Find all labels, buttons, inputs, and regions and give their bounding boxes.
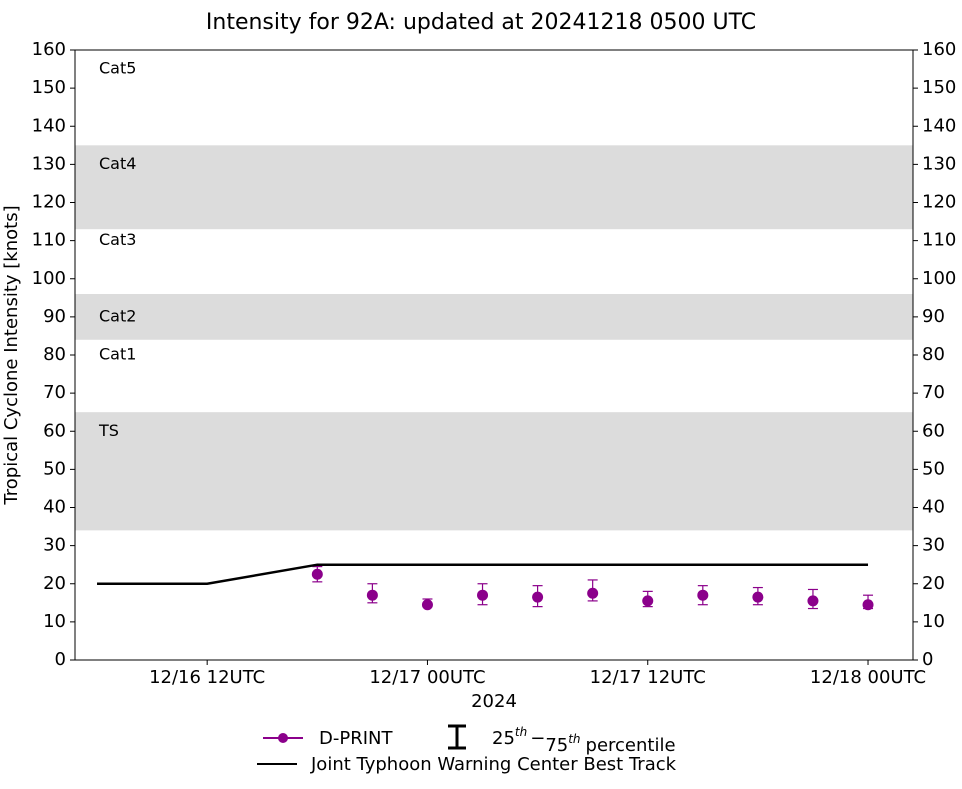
y2-tick-label: 30 bbox=[922, 535, 945, 556]
legend-label-part: 75 bbox=[545, 735, 568, 756]
data-point bbox=[532, 591, 544, 603]
y2-tick-label: 80 bbox=[922, 344, 945, 365]
category-label: Cat1 bbox=[99, 345, 136, 364]
y2-tick-label: 120 bbox=[922, 192, 956, 213]
category-band bbox=[75, 412, 913, 531]
y2-tick-label: 50 bbox=[922, 458, 945, 479]
legend-label-part: 25 bbox=[492, 728, 515, 749]
y2-tick-label: 130 bbox=[922, 153, 956, 174]
y-tick-label: 140 bbox=[32, 115, 66, 136]
data-point bbox=[311, 568, 323, 580]
y-tick-label: 20 bbox=[43, 573, 66, 594]
data-point bbox=[752, 591, 764, 603]
legend-label: D-PRINT bbox=[319, 728, 393, 749]
y2-tick-label: 160 bbox=[922, 39, 956, 60]
chart-title: Intensity for 92A: updated at 20241218 0… bbox=[206, 10, 756, 35]
legend-label: 25th −75th percentile bbox=[492, 725, 676, 757]
y-axis-label: Tropical Cyclone Intensity [knots] bbox=[1, 205, 22, 505]
category-label: Cat3 bbox=[99, 230, 136, 249]
y-tick-label: 0 bbox=[55, 649, 66, 670]
data-point bbox=[807, 595, 819, 607]
y-tick-label: 40 bbox=[43, 497, 66, 518]
best-track-line bbox=[97, 563, 869, 585]
data-point bbox=[421, 599, 433, 611]
y2-tick-label: 10 bbox=[922, 611, 945, 632]
y-tick-label: 150 bbox=[32, 77, 66, 98]
legend-swatch bbox=[278, 733, 288, 743]
y-tick-label: 10 bbox=[43, 611, 66, 632]
legend-label-part: th bbox=[515, 725, 527, 739]
y-tick-label: 160 bbox=[32, 39, 66, 60]
category-label: Cat5 bbox=[99, 59, 136, 78]
legend-label-part: th bbox=[568, 732, 580, 746]
x-tick-label: 12/17 12UTC bbox=[590, 667, 706, 688]
category-label: Cat4 bbox=[99, 154, 136, 173]
x-tick-label: 12/16 12UTC bbox=[149, 667, 265, 688]
y2-tick-label: 110 bbox=[922, 230, 956, 251]
y-tick-label: 50 bbox=[43, 458, 66, 479]
y-tick-label: 80 bbox=[43, 344, 66, 365]
y2-tick-label: 150 bbox=[922, 77, 956, 98]
y-tick-label: 110 bbox=[32, 230, 66, 251]
y-tick-label: 100 bbox=[32, 268, 66, 289]
data-point bbox=[697, 589, 709, 601]
data-point bbox=[366, 589, 378, 601]
y-tick-label: 90 bbox=[43, 306, 66, 327]
category-label: Cat2 bbox=[99, 306, 136, 325]
y-tick-label: 30 bbox=[43, 535, 66, 556]
plot-frame bbox=[74, 49, 914, 661]
y-tick-label: 120 bbox=[32, 192, 66, 213]
y-tick-label: 130 bbox=[32, 153, 66, 174]
y2-tick-label: 40 bbox=[922, 497, 945, 518]
data-point bbox=[862, 599, 874, 611]
y-tick-label: 60 bbox=[43, 420, 66, 441]
y2-tick-label: 60 bbox=[922, 420, 945, 441]
y2-tick-label: 0 bbox=[922, 649, 933, 670]
x-tick-label: 12/18 00UTC bbox=[810, 667, 926, 688]
data-point bbox=[587, 587, 599, 599]
y-tick-label: 70 bbox=[43, 382, 66, 403]
x-tick-label: 12/17 00UTC bbox=[369, 667, 485, 688]
legend-label-part: − bbox=[530, 728, 545, 749]
x-axis-label: 2024 bbox=[471, 691, 517, 712]
legend-label-part: percentile bbox=[586, 735, 676, 756]
category-band bbox=[75, 294, 913, 340]
legend-label: Joint Typhoon Warning Center Best Track bbox=[310, 754, 677, 775]
y2-tick-label: 20 bbox=[922, 573, 945, 594]
category-band bbox=[75, 145, 913, 230]
y2-tick-label: 140 bbox=[922, 115, 956, 136]
y2-tick-label: 100 bbox=[922, 268, 956, 289]
y2-tick-label: 70 bbox=[922, 382, 945, 403]
category-label: TS bbox=[98, 421, 119, 440]
data-point bbox=[642, 595, 654, 607]
y2-tick-label: 90 bbox=[922, 306, 945, 327]
data-point bbox=[477, 589, 489, 601]
